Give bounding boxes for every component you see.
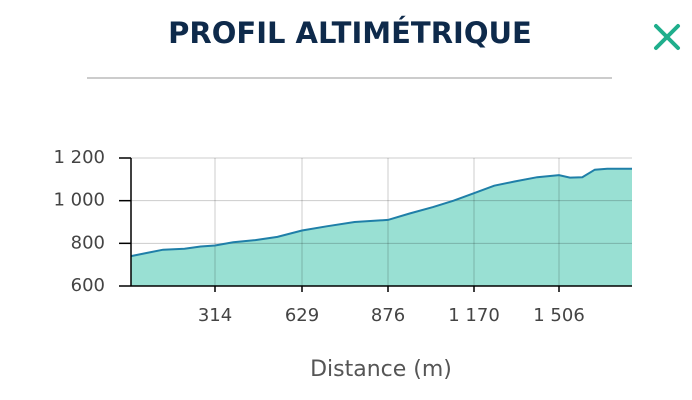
y-tick-label: 600 <box>71 275 105 296</box>
x-axis-label: Distance (m) <box>310 357 452 382</box>
close-button[interactable] <box>654 24 680 50</box>
x-tick-label: 314 <box>198 305 232 326</box>
x-tick-label: 1 506 <box>533 305 585 326</box>
panel-title: PROFIL ALTIMÉTRIQUE <box>168 16 532 50</box>
y-tick-label: 1 000 <box>53 190 105 211</box>
area-fill <box>131 168 632 286</box>
y-tick-label: 800 <box>71 232 105 253</box>
x-tick-label: 876 <box>371 305 405 326</box>
elevation-line <box>130 167 632 258</box>
x-tick-label: 1 170 <box>448 305 500 326</box>
close-icon-stroke <box>654 24 680 50</box>
x-tick-label: 629 <box>285 305 319 326</box>
y-tick-label: 1 200 <box>53 147 105 168</box>
